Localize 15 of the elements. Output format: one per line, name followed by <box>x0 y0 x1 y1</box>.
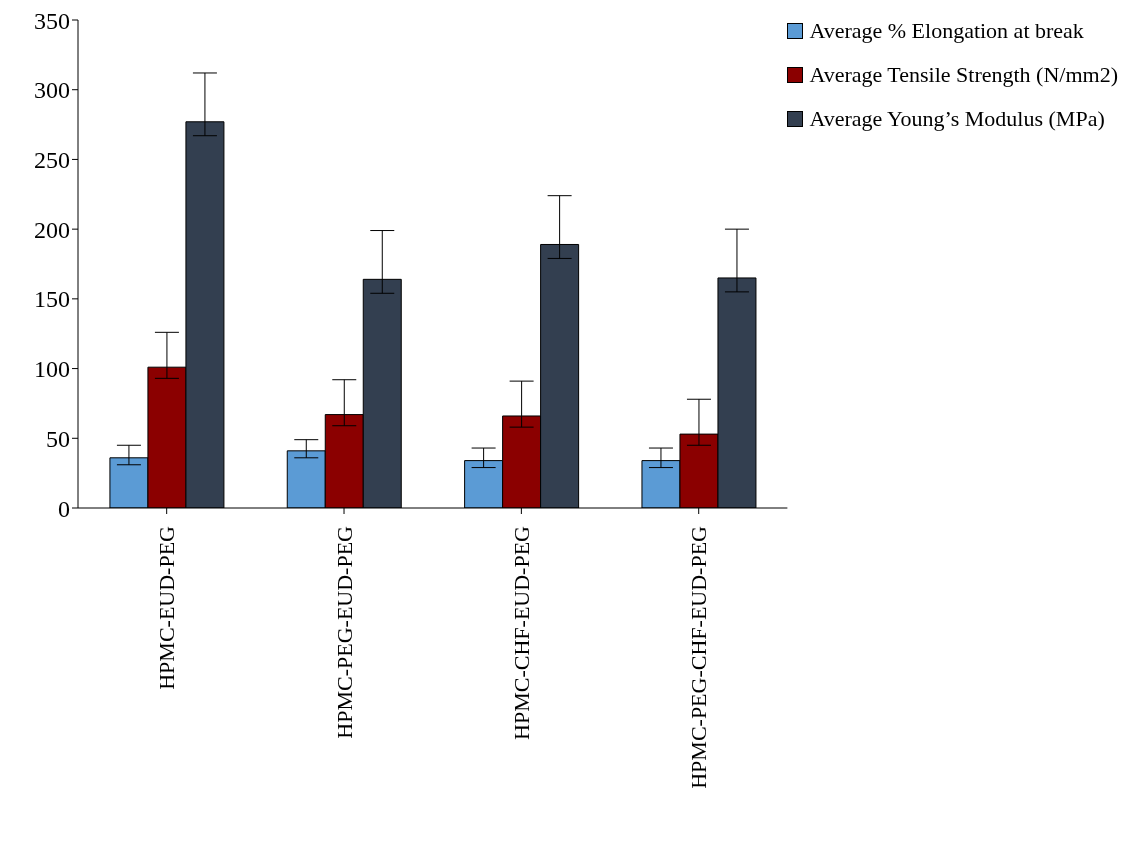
legend-label: Average Tensile Strength (N/mm2) <box>809 62 1118 88</box>
y-tick-label: 250 <box>34 146 70 173</box>
y-tick-label: 350 <box>34 7 70 34</box>
legend-label: Average Young’s Modulus (MPa) <box>809 106 1105 132</box>
y-tick-label: 200 <box>34 216 70 243</box>
y-tick-label: 300 <box>34 77 70 104</box>
x-tick-label: HPMC-PEG-EUD-PEG <box>331 525 357 739</box>
y-tick-label: 100 <box>34 356 70 383</box>
y-tick-label: 0 <box>58 495 70 522</box>
x-tick-label: HPMC-EUD-PEG <box>154 525 180 690</box>
x-tick-label: HPMC-PEG-CHF-EUD-PEG <box>686 525 712 789</box>
y-tick-label: 50 <box>46 425 70 452</box>
x-tick-label: HPMC-CHF-EUD-PEG <box>508 525 534 740</box>
legend-label: Average % Elongation at break <box>809 18 1084 44</box>
y-tick-label: 150 <box>34 286 70 313</box>
